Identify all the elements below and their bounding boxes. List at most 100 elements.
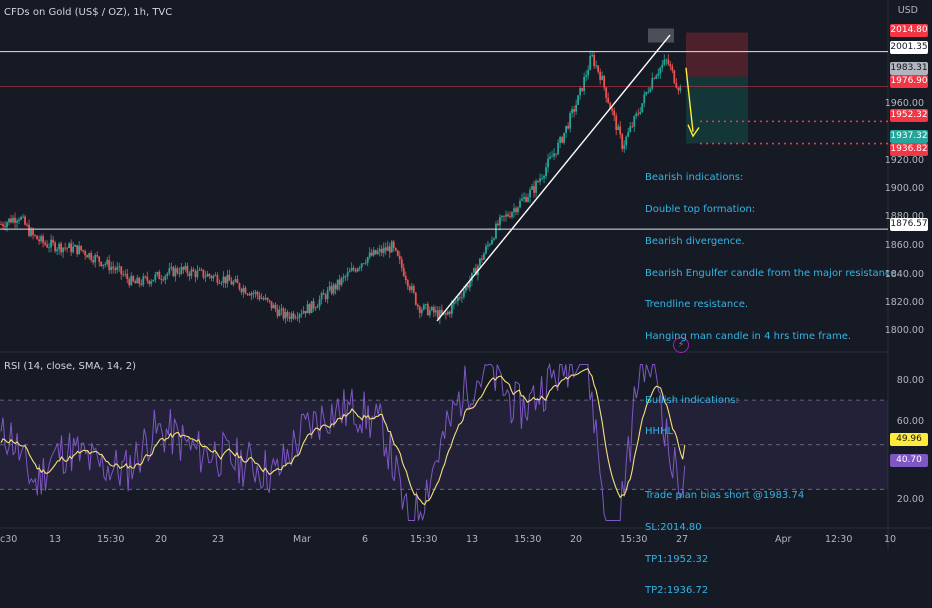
candle-body: [30, 229, 32, 236]
candle-body: [609, 102, 612, 109]
candle-body: [308, 304, 311, 314]
candle-body: [188, 273, 191, 277]
candle-body: [446, 311, 449, 315]
candle-body: [493, 238, 495, 240]
candle-body: [647, 91, 650, 93]
note-line: Trendline resistance.: [645, 299, 749, 311]
candle-body: [304, 310, 307, 314]
down-arrow-line: [685, 67, 694, 132]
time-axis-tick: Mar: [293, 534, 311, 545]
price-label-current: 1976.90: [890, 75, 928, 88]
candle-body: [617, 126, 620, 130]
candle-body: [565, 125, 567, 133]
candle-body: [394, 247, 397, 251]
candle-body: [509, 216, 511, 218]
candle-body: [174, 268, 177, 277]
candle-body: [98, 256, 101, 262]
candle-body: [44, 242, 46, 245]
candle-body: [108, 259, 111, 271]
note-line: Bearish Engulfer candle from the major r…: [645, 267, 900, 279]
candle-body: [338, 279, 341, 285]
candle-body: [541, 178, 543, 180]
candle-body: [535, 181, 537, 193]
candle-body: [290, 313, 293, 319]
candle-body: [483, 253, 485, 260]
candle-body: [629, 126, 632, 133]
candle-body: [322, 293, 325, 295]
candle-body: [400, 259, 403, 268]
candle-body: [559, 137, 561, 143]
candle-body: [485, 246, 487, 254]
candle-body: [424, 304, 427, 305]
candle-body: [350, 267, 353, 272]
price-axis-tick: 1900.00: [884, 183, 924, 194]
rsi-pane: [0, 362, 888, 522]
candle-body: [404, 276, 407, 281]
candle-body: [94, 255, 97, 263]
candle-body: [266, 297, 269, 300]
candle-body: [380, 248, 383, 253]
time-axis-tick: 15:30: [97, 534, 125, 545]
candle-body: [434, 310, 437, 313]
candle-body: [675, 83, 678, 88]
candle-body: [390, 241, 393, 253]
candle-body: [258, 295, 261, 299]
candle-body: [76, 245, 79, 255]
candle-body: [430, 307, 433, 311]
candle-body: [206, 274, 209, 277]
candle-body: [52, 239, 55, 243]
time-axis-tick: 15:30: [410, 534, 438, 545]
candle-body: [4, 226, 6, 228]
candle-body: [511, 212, 513, 218]
candle-body: [665, 59, 668, 61]
candle-body: [653, 78, 656, 79]
candle-body: [102, 264, 105, 266]
candle-body: [352, 267, 355, 270]
candle-body: [507, 214, 509, 217]
candle-body: [354, 269, 357, 272]
candle-body: [144, 276, 147, 278]
candle-body: [475, 268, 477, 276]
candle-body: [154, 274, 157, 280]
candle-body: [192, 269, 195, 272]
candle-body: [178, 272, 181, 274]
candle-body: [268, 299, 271, 302]
candle-body: [50, 239, 52, 248]
candle-body: [469, 281, 471, 288]
down-arrow-head: [687, 124, 700, 138]
candle-body: [20, 217, 22, 220]
rsi-indicator-title[interactable]: RSI (14, close, SMA, 14, 2): [4, 361, 137, 372]
candle-body: [613, 110, 616, 116]
candle-body: [503, 215, 505, 217]
price-label-entry: 1983.31: [890, 62, 928, 75]
candle-body: [366, 257, 369, 263]
candle-body: [152, 279, 155, 282]
candle-body: [655, 75, 658, 79]
candle-body: [529, 189, 531, 198]
candle-body: [416, 304, 419, 307]
rsi-value-label: 40.70: [890, 454, 928, 467]
candle-body: [210, 276, 213, 279]
candle-body: [292, 313, 295, 319]
note-line: SL:2014.80: [645, 521, 702, 533]
candle-body: [246, 293, 249, 295]
candle-body: [0, 224, 2, 226]
candle-body: [114, 268, 117, 271]
candle-body: [667, 59, 670, 65]
candle-body: [444, 313, 447, 315]
candle-body: [388, 246, 391, 253]
candle-body: [236, 279, 239, 284]
candle-body: [659, 67, 662, 74]
candle-body: [274, 304, 277, 310]
candle-body: [234, 279, 237, 282]
lightning-icon[interactable]: ⚡: [673, 337, 689, 353]
candle-body: [164, 275, 167, 281]
candle-body: [226, 274, 229, 284]
candle-body: [170, 267, 173, 269]
candle-body: [300, 313, 303, 315]
candle-body: [270, 301, 273, 309]
chart-canvas[interactable]: [0, 0, 932, 550]
candle-body: [204, 276, 207, 278]
candle-body: [348, 271, 351, 273]
candle-body: [216, 275, 219, 283]
